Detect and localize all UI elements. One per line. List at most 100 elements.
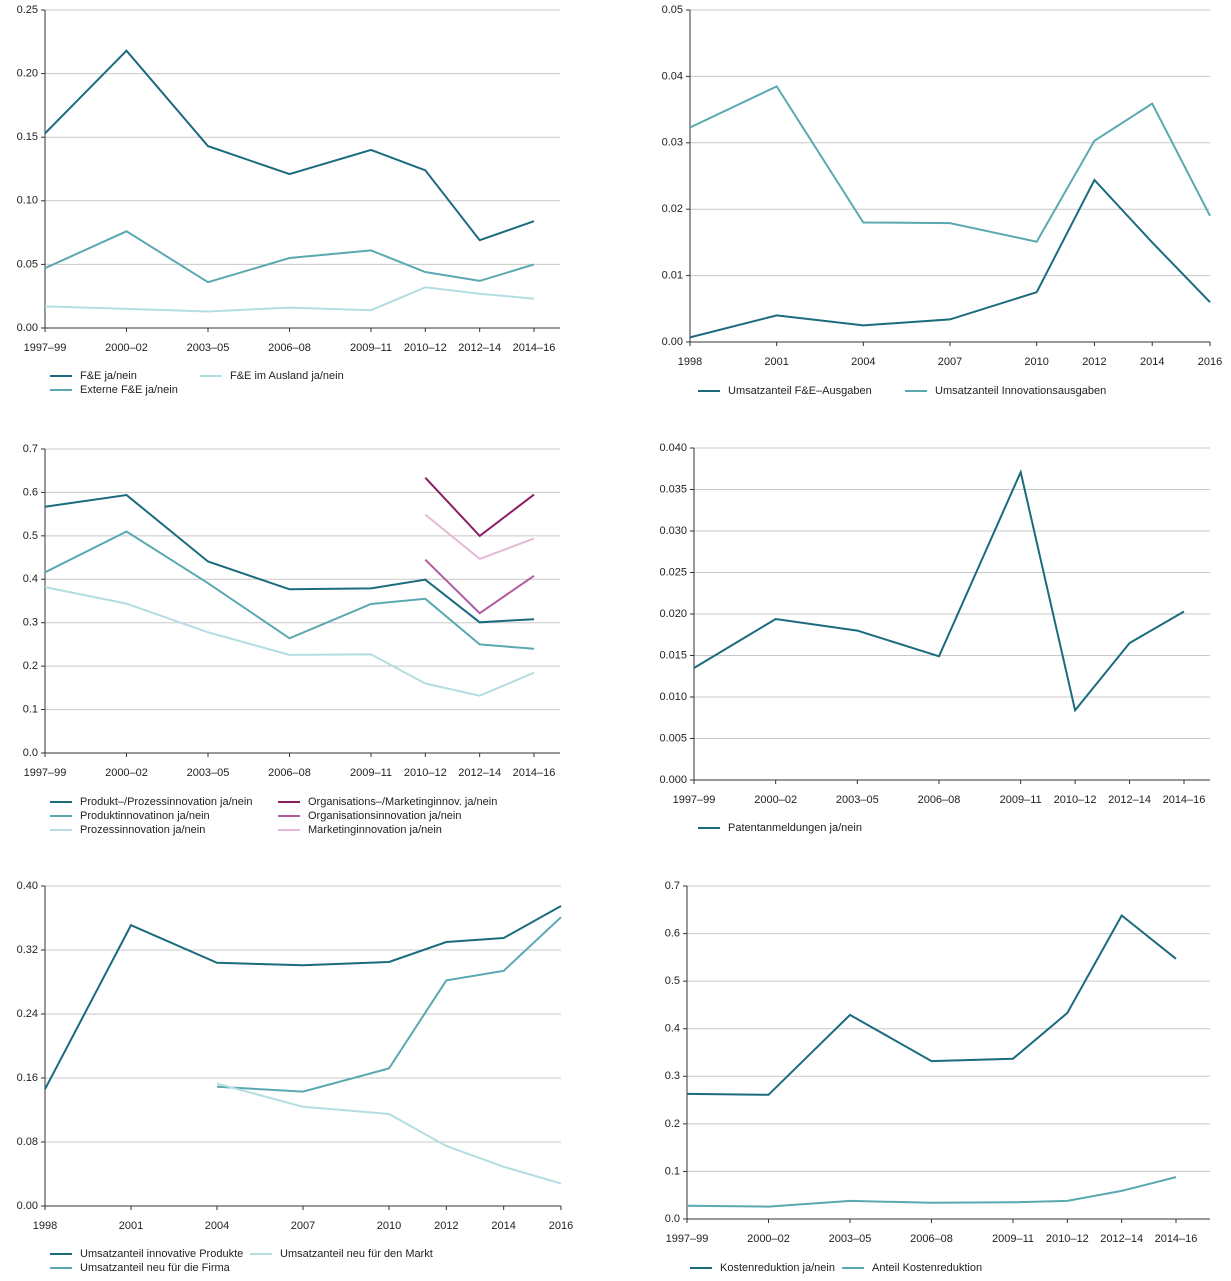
y-tick-label: 0.030	[659, 525, 687, 537]
y-tick-label: 0.6	[23, 486, 38, 498]
legend-label: Umsatzanteil F&E–Ausgaben	[728, 385, 872, 397]
series-line	[44, 230, 535, 284]
x-tick-label: 2016	[549, 1220, 573, 1232]
x-tick-label: 2006–08	[268, 767, 311, 779]
series-line	[424, 558, 535, 615]
x-tick-label: 1998	[33, 1220, 57, 1232]
y-tick-label: 0.1	[23, 703, 38, 715]
y-tick-label: 0.2	[665, 1118, 680, 1130]
series-line	[44, 586, 535, 697]
legend-label: Umsatzanteil neu für die Firma	[80, 1262, 231, 1274]
x-tick-label: 2009–11	[1000, 794, 1042, 806]
x-tick-label: 2009–11	[992, 1233, 1034, 1245]
y-tick-label: 0.20	[17, 68, 38, 80]
x-tick-label: 2003–05	[836, 794, 879, 806]
legend-label: Organisations–/Marketinginnov. ja/nein	[308, 796, 497, 808]
x-tick-label: 2010–12	[404, 342, 447, 354]
x-tick-label: 2016	[1198, 356, 1222, 368]
x-tick-label: 2006–08	[268, 342, 311, 354]
y-tick-label: 0.4	[23, 573, 38, 585]
x-tick-label: 1997–99	[24, 342, 67, 354]
y-tick-label: 0.7	[665, 880, 680, 892]
y-tick-label: 0.040	[659, 442, 687, 454]
series-line	[216, 916, 562, 1093]
y-tick-label: 0.010	[659, 691, 687, 703]
x-tick-label: 2012–14	[458, 342, 501, 354]
legend-label: Externe F&E ja/nein	[80, 384, 178, 396]
x-tick-label: 2007	[291, 1220, 315, 1232]
series-line	[693, 468, 1185, 713]
y-tick-label: 0.000	[659, 774, 687, 786]
y-tick-label: 0.16	[17, 1072, 38, 1084]
x-tick-label: 2000–02	[105, 342, 148, 354]
x-tick-label: 2001	[764, 356, 788, 368]
x-tick-label: 2010–12	[404, 767, 447, 779]
y-tick-label: 0.020	[659, 608, 687, 620]
y-tick-label: 0.25	[17, 4, 38, 16]
y-tick-label: 0.0	[665, 1213, 680, 1225]
y-tick-label: 0.08	[17, 1136, 38, 1148]
y-tick-label: 0.4	[665, 1023, 680, 1035]
y-tick-label: 0.01	[662, 270, 683, 282]
series-line	[689, 178, 1211, 339]
x-tick-label: 2010	[1024, 356, 1048, 368]
x-tick-label: 2006–08	[918, 794, 961, 806]
series-line	[44, 286, 535, 313]
y-tick-label: 0.5	[665, 975, 680, 987]
y-tick-label: 0.02	[662, 203, 683, 215]
legend-label: Produkt–/Prozessinnovation ja/nein	[80, 796, 252, 808]
y-tick-label: 0.10	[17, 195, 38, 207]
y-tick-label: 0.2	[23, 660, 38, 672]
x-tick-label: 2014–16	[513, 767, 556, 779]
series-line	[44, 905, 562, 1090]
x-tick-label: 2000–02	[747, 1233, 790, 1245]
y-tick-label: 0.3	[23, 617, 38, 629]
y-tick-label: 0.03	[662, 137, 683, 149]
legend-label: Organisationsinnovation ja/nein	[308, 810, 462, 822]
y-tick-label: 0.035	[659, 483, 687, 495]
x-tick-label: 2009–11	[350, 767, 392, 779]
x-tick-label: 2014	[491, 1220, 515, 1232]
series-line	[686, 913, 1177, 1096]
y-tick-label: 0.32	[17, 944, 38, 956]
series-line	[44, 49, 535, 242]
legend-label: Umsatzanteil innovative Produkte	[80, 1248, 243, 1260]
y-tick-label: 0.00	[662, 336, 683, 348]
y-tick-label: 0.24	[17, 1008, 38, 1020]
y-tick-label: 0.7	[23, 443, 38, 455]
x-tick-label: 2003–05	[187, 767, 230, 779]
series-line	[216, 1082, 562, 1185]
y-tick-label: 0.00	[17, 1200, 38, 1212]
x-tick-label: 2004	[205, 1220, 229, 1232]
x-tick-label: 1997–99	[673, 794, 716, 806]
x-tick-label: 2000–02	[105, 767, 148, 779]
x-tick-label: 2010–12	[1054, 794, 1097, 806]
series-line	[424, 513, 535, 561]
x-tick-label: 1997–99	[666, 1233, 709, 1245]
y-tick-label: 0.005	[659, 732, 687, 744]
x-tick-label: 2014–16	[1155, 1233, 1198, 1245]
y-tick-label: 0.3	[665, 1070, 680, 1082]
legend-label: Umsatzanteil Innovationsausgaben	[935, 385, 1106, 397]
x-tick-label: 2000–02	[754, 794, 797, 806]
y-tick-label: 0.04	[662, 70, 683, 82]
x-tick-label: 2010	[377, 1220, 401, 1232]
x-tick-label: 2012	[1082, 356, 1106, 368]
x-tick-label: 2014	[1140, 356, 1164, 368]
x-tick-label: 2012	[434, 1220, 458, 1232]
y-tick-label: 0.5	[23, 530, 38, 542]
y-tick-label: 0.025	[659, 566, 687, 578]
series-line	[686, 1176, 1177, 1208]
legend-label: Patentanmeldungen ja/nein	[728, 822, 862, 834]
x-tick-label: 2014–16	[513, 342, 556, 354]
y-tick-label: 0.05	[662, 4, 683, 16]
x-tick-label: 2012–14	[1100, 1233, 1143, 1245]
y-tick-label: 0.00	[17, 322, 38, 334]
y-tick-label: 0.015	[659, 649, 687, 661]
legend-label: Produktinnovatinon ja/nein	[80, 810, 210, 822]
x-tick-label: 2004	[851, 356, 875, 368]
legend-label: F&E ja/nein	[80, 370, 137, 382]
x-tick-label: 2014–16	[1163, 794, 1206, 806]
series-line	[424, 477, 535, 538]
